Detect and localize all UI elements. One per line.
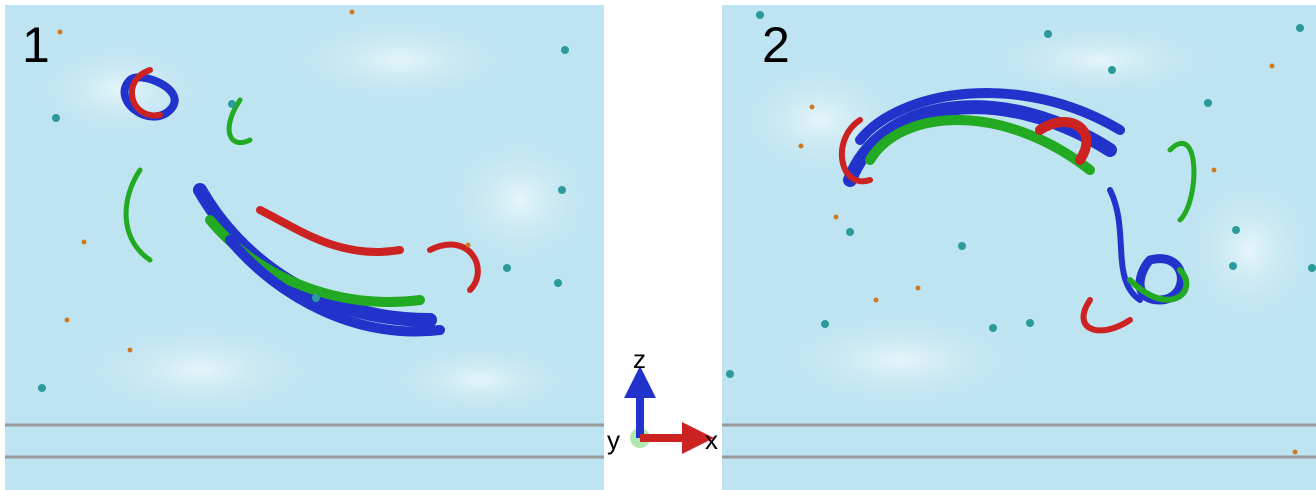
panel-2: 2	[722, 5, 1316, 490]
page: {"panels": [{"label": "1"}, {"label": "2…	[0, 0, 1316, 490]
axis-triad: z y x	[607, 344, 718, 455]
y-axis-label: y	[607, 425, 620, 455]
panel-label: 2	[762, 17, 790, 73]
panel-label: 1	[22, 17, 50, 73]
panel-1: 1	[5, 5, 604, 490]
figure: 1	[0, 0, 1316, 490]
z-axis-label: z	[633, 344, 646, 374]
x-axis-label: x	[705, 425, 718, 455]
